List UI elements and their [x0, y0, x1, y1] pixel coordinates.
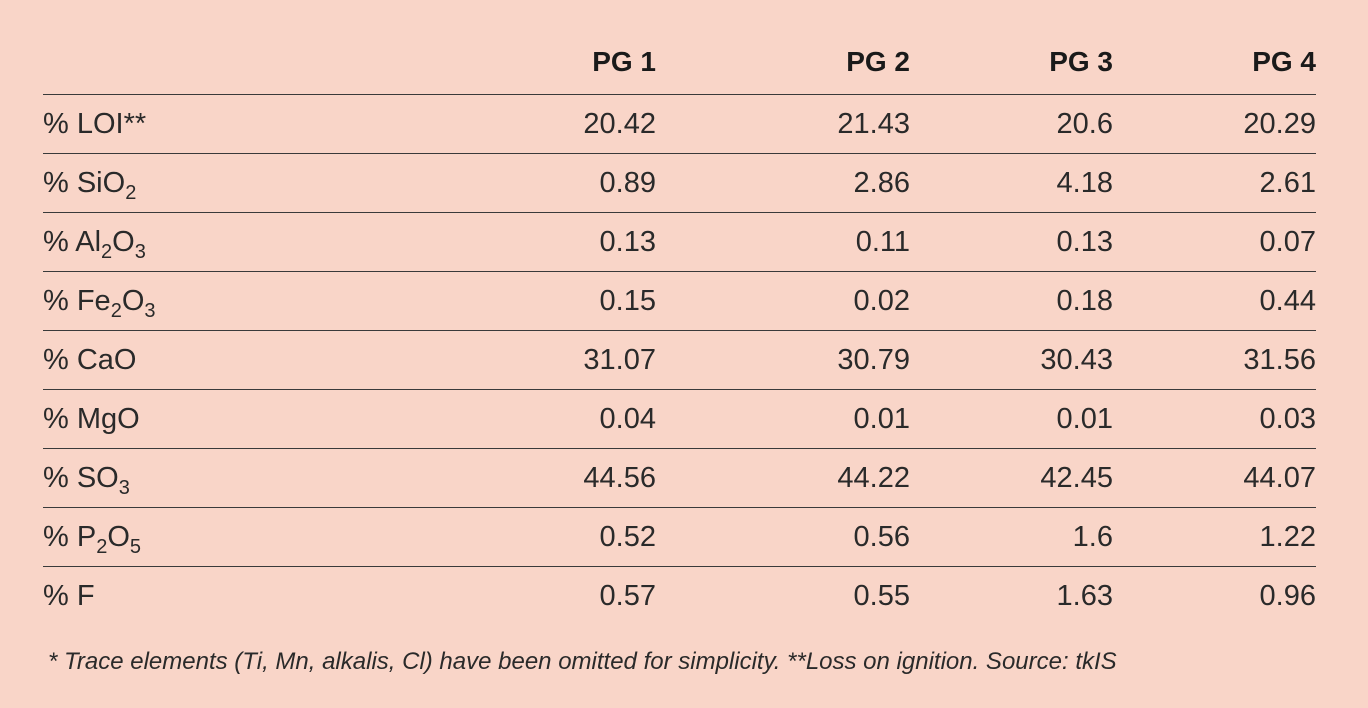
cell-pg2: 0.55	[853, 579, 910, 612]
row-label-subscript: 2	[125, 181, 137, 204]
table-body: % LOI** 20.42 21.43 20.6 20.29% SiO2 0.89 2.86…	[43, 94, 1316, 626]
header-pg3: PG 3	[910, 30, 1113, 95]
row-label-subscript: 3	[144, 299, 156, 322]
cell-pg1: 0.13	[403, 212, 656, 272]
row-label: % P2O5	[43, 507, 403, 567]
table-row: % Al2O3 0.13 0.11 0.13 0.07	[43, 212, 1316, 272]
cell-pg1: 20.42	[403, 94, 656, 154]
header-label-column	[43, 30, 403, 95]
row-label-subscript: 2	[101, 240, 113, 263]
row-label-text: % P	[43, 520, 97, 553]
row-label-text: % Fe	[43, 284, 111, 317]
cell-pg1: 0.04	[403, 389, 656, 449]
header-pg1: PG 1	[403, 30, 656, 95]
cell-pg1: 31.07	[403, 330, 656, 390]
cell-pg3: 42.45	[910, 448, 1113, 508]
cell-pg2: 0.01	[656, 389, 910, 449]
row-label: % CaO	[43, 330, 403, 390]
row-label-subscript: 2	[96, 535, 108, 558]
cell-pg3: 0.13	[910, 212, 1113, 272]
cell-pg1: 0.89	[403, 153, 656, 213]
cell-pg3: 0.18	[910, 271, 1113, 331]
cell-pg4: 0.44	[1113, 271, 1316, 331]
table-header: PG 1 PG 2 PG 3 PG 4	[43, 30, 1316, 95]
cell-pg4: 2.61	[1113, 153, 1316, 213]
row-label-text: O	[107, 520, 130, 553]
header-pg4: PG 4	[1113, 30, 1316, 95]
row-label: % Al2O3	[43, 212, 403, 272]
row-label-text: O	[121, 284, 145, 317]
cell-pg4: 44.07	[1113, 448, 1316, 508]
composition-table: PG 1 PG 2 PG 3 PG 4 % LOI** 20.42 21.43 20.…	[43, 30, 1316, 625]
row-label-text: % SiO	[43, 166, 126, 199]
cell-pg4: 20.29	[1113, 94, 1316, 154]
cell-pg3: 1.63	[1056, 579, 1113, 612]
cell-pg4: 0.96	[1259, 579, 1316, 612]
row-label: % F	[43, 567, 403, 626]
cell-pg2: 2.86	[656, 153, 910, 213]
row-label-text: O	[112, 225, 135, 258]
header-pg2: PG 2	[656, 30, 910, 95]
cell-pg4: 31.56	[1113, 330, 1316, 390]
cell-pg2: 30.79	[656, 330, 910, 390]
table-row: % F 0.57 0.55 1.63 0.96	[43, 567, 1316, 626]
row-label: % SiO2	[43, 153, 403, 213]
cell-pg3: 4.18	[910, 153, 1113, 213]
cell-pg4: 0.07	[1113, 212, 1316, 272]
table-row: % CaO 31.07 30.79 30.43 31.56	[43, 330, 1316, 390]
cell-pg4: 0.03	[1113, 389, 1316, 449]
row-label: % MgO	[43, 389, 403, 449]
cell-pg1: 44.56	[403, 448, 656, 508]
row-label-text: % CaO	[43, 343, 137, 376]
composition-table-container: PG 1 PG 2 PG 3 PG 4 % LOI** 20.42 21.43 20.…	[43, 30, 1316, 625]
row-label-text: % F	[43, 579, 95, 612]
table-row: % SO3 44.56 44.22 42.45 44.07	[43, 448, 1316, 508]
row-label: % SO3	[43, 448, 403, 508]
cell-pg4: 1.22	[1113, 507, 1316, 567]
cell-pg3: 1.6	[910, 507, 1113, 567]
cell-pg3: 30.43	[910, 330, 1113, 390]
cell-pg3: 0.01	[910, 389, 1113, 449]
row-label: % LOI**	[43, 94, 403, 154]
cell-pg3: 20.6	[910, 94, 1113, 154]
row-label-text: % Al	[43, 225, 102, 258]
row-label-subscript: 3	[134, 240, 146, 263]
cell-pg1: 0.52	[403, 507, 656, 567]
footnote: * Trace elements (Ti, Mn, alkalis, Cl) h…	[48, 648, 1117, 675]
cell-pg2: 21.43	[656, 94, 910, 154]
row-label-subscript: 2	[110, 299, 122, 322]
row-label-subscript: 3	[118, 476, 130, 499]
cell-pg2: 0.11	[656, 212, 910, 272]
row-label-text: % MgO	[43, 402, 140, 435]
cell-pg2: 0.56	[656, 507, 910, 567]
table-row: % Fe2O3 0.15 0.02 0.18 0.44	[43, 271, 1316, 331]
table-row: % LOI** 20.42 21.43 20.6 20.29	[43, 94, 1316, 154]
row-label-subscript: 5	[129, 535, 141, 558]
row-label: % Fe2O3	[43, 271, 403, 331]
row-label-text: % LOI**	[43, 107, 147, 140]
cell-pg1: 0.57	[599, 579, 656, 612]
table-row: % SiO2 0.89 2.86 4.18 2.61	[43, 153, 1316, 213]
table-row: % P2O5 0.52 0.56 1.6 1.22	[43, 507, 1316, 567]
header-row: PG 1 PG 2 PG 3 PG 4	[43, 30, 1316, 95]
row-label-text: % SO	[43, 461, 119, 494]
cell-pg2: 0.02	[656, 271, 910, 331]
table-row: % MgO 0.04 0.01 0.01 0.03	[43, 389, 1316, 449]
cell-pg2: 44.22	[656, 448, 910, 508]
cell-pg1: 0.15	[403, 271, 656, 331]
